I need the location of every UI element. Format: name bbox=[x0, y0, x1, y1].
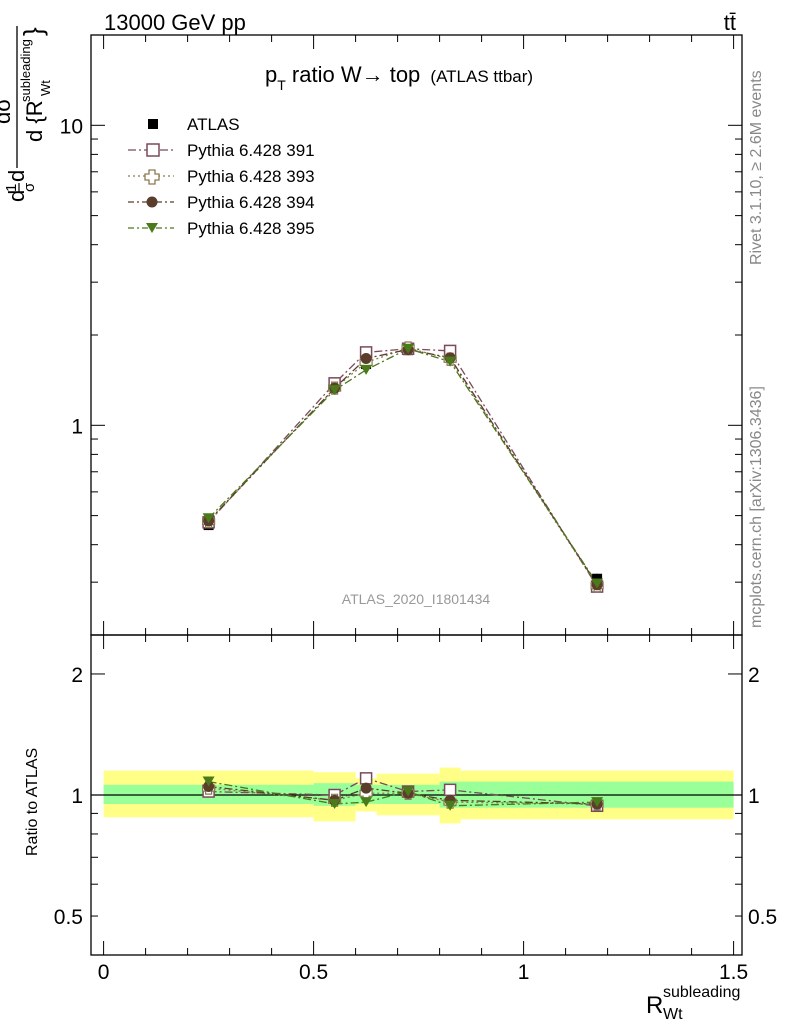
process-label: tt̄ bbox=[724, 10, 736, 35]
ratio-point-2 bbox=[360, 782, 372, 794]
data-point-4 bbox=[360, 364, 373, 375]
ratio-point-3 bbox=[402, 786, 415, 797]
series-line-2 bbox=[208, 347, 598, 587]
svg-text:1: 1 bbox=[3, 184, 20, 192]
x-tick-label: 1 bbox=[518, 961, 530, 984]
main-y-tick-label: 10 bbox=[60, 115, 83, 138]
ratio-point-3 bbox=[444, 800, 457, 811]
chart-title: pT ratio W→ top (ATLAS ttbar) bbox=[265, 62, 533, 93]
ratio-y-tick-label-right: 2 bbox=[748, 664, 760, 687]
x-axis-label: R bbox=[646, 992, 663, 1019]
series-line-3 bbox=[208, 348, 598, 586]
legend-label-atlas: ATLAS bbox=[187, 115, 240, 134]
energy-label: 13000 GeV pp bbox=[104, 10, 246, 35]
ratio-series-line-0 bbox=[208, 777, 598, 807]
ratio-series-line-1 bbox=[208, 787, 598, 805]
legend-label-pythia-391: Pythia 6.428 391 bbox=[187, 141, 315, 160]
svg-text:fid: fid bbox=[0, 85, 1, 98]
ratio-point-0 bbox=[359, 772, 373, 785]
ratio-point-3 bbox=[202, 776, 215, 787]
ratio-point-3 bbox=[360, 797, 373, 808]
data-point-4 bbox=[328, 385, 341, 396]
svg-text:d: d bbox=[4, 190, 29, 202]
ratio-y-axis-label: Ratio to ATLAS bbox=[24, 748, 41, 856]
data-point-3 bbox=[360, 352, 372, 364]
ratio-axis-ticks: 0.5 0.5 1 1 2 2 0 0.5 1 1.5 bbox=[54, 635, 777, 984]
x-axis-label-sub: Wt bbox=[663, 1006, 683, 1023]
svg-text:d: d bbox=[4, 170, 29, 182]
legend: ATLAS Pythia 6.428 391 Pythia 6.428 393 … bbox=[128, 115, 315, 238]
data-point-4 bbox=[402, 343, 415, 354]
legend-item-pythia-395: Pythia 6.428 395 bbox=[128, 219, 315, 238]
legend-item-pythia-393: Pythia 6.428 393 bbox=[128, 167, 315, 186]
x-axis-label-sup: subleading bbox=[663, 984, 740, 1001]
ratio-point-0 bbox=[443, 783, 457, 797]
legend-item-pythia-391: Pythia 6.428 391 bbox=[128, 141, 315, 160]
data-point-4 bbox=[444, 356, 457, 367]
ratio-panel-frame bbox=[90, 634, 743, 956]
ratio-y-tick-label-right: 1 bbox=[748, 785, 760, 808]
ratio-y-tick-label-right: 0.5 bbox=[748, 906, 777, 929]
ratio-y-tick-label: 0.5 bbox=[54, 906, 83, 929]
series-line-1 bbox=[208, 348, 598, 587]
ratio-series-line-2 bbox=[208, 785, 598, 805]
rivet-label: Rivet 3.1.10, ≥ 2.6M events bbox=[748, 70, 765, 265]
x-tick-label: 1.5 bbox=[719, 961, 748, 984]
svg-text:dσ: dσ bbox=[0, 98, 15, 124]
legend-label-pythia-394: Pythia 6.428 394 bbox=[187, 193, 315, 212]
ratio-point-3 bbox=[328, 798, 341, 809]
ratio-y-tick-label: 2 bbox=[71, 664, 83, 687]
legend-item-pythia-394: Pythia 6.428 394 bbox=[128, 193, 315, 212]
data-point-4 bbox=[202, 513, 215, 524]
legend-item-atlas: ATLAS bbox=[148, 115, 240, 134]
ratio-y-tick-label: 1 bbox=[71, 785, 83, 808]
analysis-label: ATLAS_2020_I1801434 bbox=[342, 591, 491, 607]
main-y-axis-label: d 1 σ d dσ fid d {R subleading Wt } bbox=[0, 26, 53, 202]
ratio-uncertainty-bands bbox=[91, 767, 742, 824]
ratio-panel: 0.5 0.5 1 1 2 2 0 0.5 1 1.5 Ratio to ATLAS R subl… bbox=[24, 634, 777, 1023]
legend-label-pythia-393: Pythia 6.428 393 bbox=[187, 167, 315, 186]
data-point-4 bbox=[591, 578, 604, 589]
main-panel: 1 10 pT ratio W→ top (ATLAS ttbar) ATLAS_… bbox=[0, 26, 743, 636]
ratio-series-line-3 bbox=[208, 780, 598, 807]
mcplots-label: mcplots.cern.ch [arXiv:1306.3436] bbox=[748, 386, 765, 628]
main-y-tick-label: 1 bbox=[71, 415, 83, 438]
svg-text:subleading: subleading bbox=[18, 39, 33, 102]
svg-text:d {R: d {R bbox=[22, 100, 47, 142]
x-tick-label: 0.5 bbox=[299, 961, 328, 984]
svg-text:σ: σ bbox=[21, 182, 38, 192]
series-line-4 bbox=[208, 348, 598, 584]
legend-label-pythia-395: Pythia 6.428 395 bbox=[187, 219, 315, 238]
main-axis-ticks: 1 10 bbox=[60, 34, 742, 636]
svg-text:}: } bbox=[18, 27, 48, 36]
ratio-point-3 bbox=[591, 797, 604, 808]
svg-text:Wt: Wt bbox=[38, 80, 53, 96]
x-tick-label: 0 bbox=[98, 961, 110, 984]
